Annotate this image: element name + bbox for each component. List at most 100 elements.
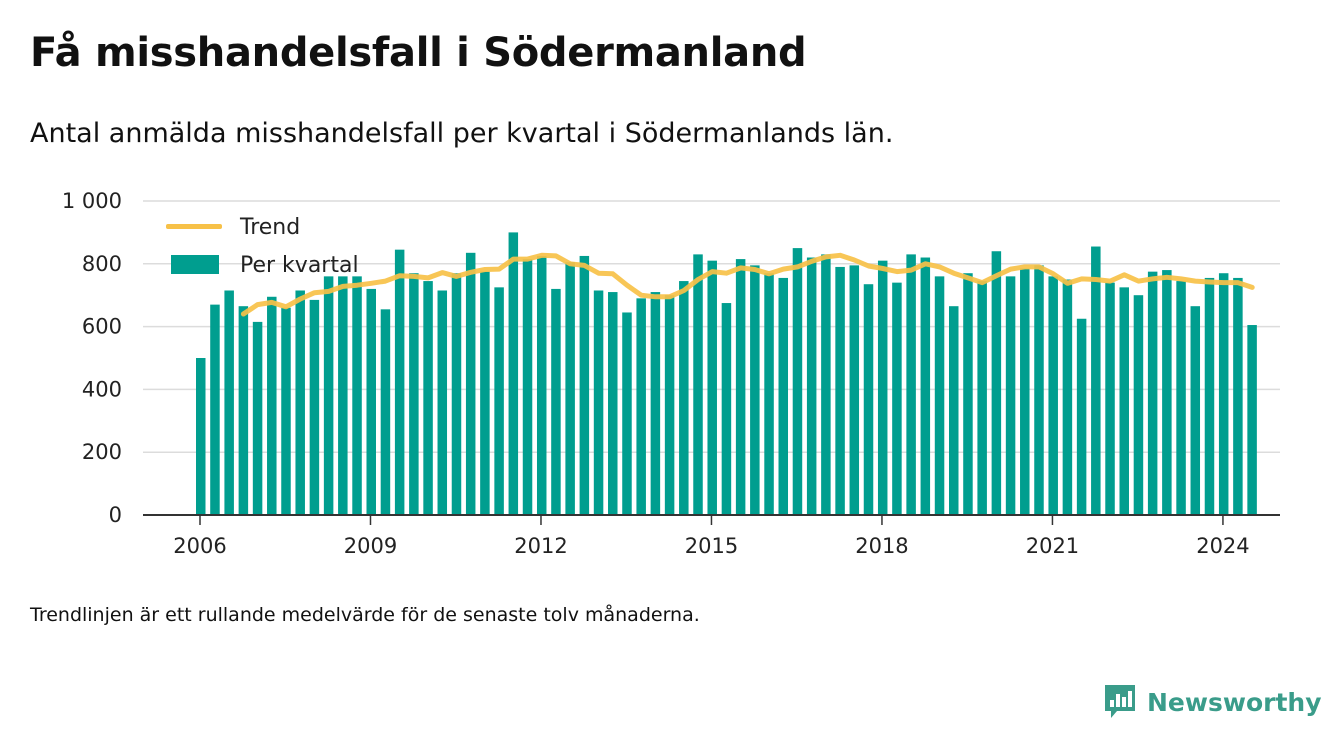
trend-line [240,252,1255,317]
bar [551,288,561,515]
x-tick-label: 2012 [514,534,567,558]
bar [1020,268,1030,515]
legend-trend-swatch [166,224,222,229]
bar [650,292,661,515]
bar [877,260,888,515]
bar [295,290,305,515]
bar [693,254,703,515]
bar [593,290,604,515]
bar [1048,276,1058,515]
axes: 2006 2009 2012 2015 2018 2021 2024 [143,514,1280,558]
y-tick-label: 600 [82,315,122,339]
bar [352,276,362,515]
bar [721,303,732,515]
bar [636,298,646,515]
bar [480,271,490,515]
bar [1190,306,1201,515]
bar [1147,271,1158,515]
bar [451,273,462,515]
bar [224,290,234,515]
bar [863,284,874,515]
bar [394,249,405,516]
x-tick-label: 2021 [1026,534,1079,558]
bar [1119,287,1129,515]
trend-series [240,252,1255,317]
bar [892,282,902,515]
y-tick-label: 200 [82,440,122,464]
bar [508,232,519,515]
bar [1105,282,1115,515]
bar [323,276,334,515]
bar [522,259,533,515]
bar [991,251,1002,516]
x-tick-label: 2015 [685,534,738,558]
bar [281,307,291,515]
legend: Trend Per kvartal [166,215,359,278]
bar [366,288,376,515]
bars-series [196,232,1257,516]
bar [1218,273,1229,515]
x-tick-label: 2018 [855,534,908,558]
y-tick-label: 400 [82,377,122,401]
chart-subtitle: Antal anmälda misshandelsfall per kvarta… [30,118,894,149]
x-tick-label: 2024 [1196,534,1249,558]
bar [849,265,860,515]
bar [608,292,618,515]
bar [821,254,831,515]
bar [906,254,916,515]
bar [664,295,675,515]
bar [309,299,320,515]
bar [252,321,263,515]
bar [1204,277,1215,515]
bar [707,260,717,515]
bar [750,265,760,515]
bar [806,257,817,515]
bar [465,252,476,515]
y-tick-label: 0 [109,503,122,527]
bar [1133,295,1144,515]
bar [1091,246,1101,515]
bar [764,273,774,515]
bar [409,273,419,515]
page-title: Få misshandelsfall i Södermanland [30,30,807,76]
legend-bars-swatch [171,255,219,274]
bar [196,358,206,515]
legend-bars-label: Per kvartal [240,253,359,278]
legend-trend-label: Trend [239,215,300,240]
bar [934,276,945,515]
bar [1176,281,1186,515]
bar [778,277,789,515]
bar [1005,276,1016,515]
bar [494,287,504,515]
y-tick-label: 800 [82,252,122,276]
bar [977,281,987,515]
footnote: Trendlinjen är ett rullande medelvärde f… [30,604,700,626]
x-tick-label: 2009 [344,534,397,558]
bar [622,312,632,515]
bar [1247,325,1257,515]
bar [1076,318,1087,515]
bar [1233,277,1243,515]
bar [423,281,433,515]
bar [267,296,277,515]
bar [536,255,547,515]
bar [735,259,746,515]
brand-name: Newsworthy [1147,687,1322,717]
bar [380,309,391,515]
bar [920,257,931,515]
newsworthy-logo-icon [1105,685,1135,718]
y-tick-label: 1 000 [62,189,122,213]
bar [238,306,249,515]
bar [1062,279,1073,515]
bar [338,276,348,515]
bar [835,266,845,515]
bar [948,306,959,515]
bar [792,248,803,515]
bar [679,281,689,515]
brand-logo[interactable]: Newsworthy [1103,683,1322,721]
bar [210,304,220,515]
bar [565,262,575,515]
bar [1162,270,1172,515]
bar [1034,265,1044,515]
